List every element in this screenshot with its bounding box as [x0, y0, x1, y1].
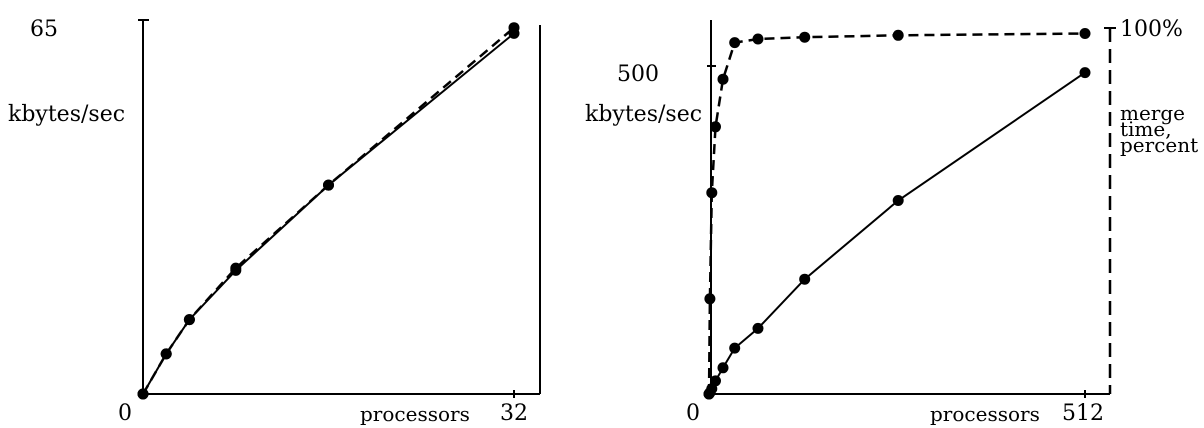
series-1-point-6 — [752, 33, 764, 45]
series-0-point-3 — [710, 375, 721, 387]
series-0-line — [708, 71, 1086, 395]
series-1-point-3 — [230, 262, 242, 274]
y-tick-label-500: 500 — [617, 62, 659, 87]
x-tick-label-max: 512 — [1062, 401, 1104, 426]
series-1-point-9 — [1079, 28, 1091, 39]
series-1-point-0 — [703, 388, 715, 400]
x-axis-label: processors — [360, 402, 470, 426]
series-1-point-4 — [717, 73, 729, 85]
series-0-point-6 — [752, 322, 764, 334]
y-axis-label: kbytes/sec — [8, 102, 125, 127]
series-0-point-7 — [799, 273, 811, 285]
series-1-point-0 — [137, 388, 149, 400]
series-0-point-8 — [892, 195, 904, 206]
series-1-line — [707, 32, 1086, 395]
series-1-point-2 — [183, 314, 195, 326]
throughput-chart: 65 kbytes/sec 0 processors 32 — [8, 17, 541, 426]
y-tick-label-max: 65 — [30, 17, 58, 42]
series-1-point-5 — [729, 37, 741, 49]
x-tick-label-min: 0 — [686, 401, 700, 426]
series-0-point-4 — [717, 362, 729, 374]
y2-tick-label-max: 100% — [1120, 17, 1183, 42]
series-0-point-9 — [1079, 67, 1091, 79]
series-layer — [703, 28, 1091, 400]
x-axis-label: processors — [930, 402, 1040, 426]
series-1-point-4 — [323, 179, 334, 191]
y-axis-label: kbytes/sec — [585, 102, 702, 127]
series-1-point-5 — [508, 22, 520, 34]
series-1-point-2 — [706, 187, 718, 199]
x-tick-label-min: 0 — [118, 401, 132, 426]
series-layer — [137, 22, 520, 400]
series-1-line — [141, 26, 515, 395]
scaling-chart: 500 kbytes/sec 100% merge time, percent 0 … — [585, 17, 1198, 426]
series-1-point-7 — [799, 31, 811, 43]
x-tick-label-max: 32 — [500, 401, 528, 426]
series-1-point-8 — [892, 29, 904, 41]
series-1-point-3 — [710, 121, 721, 133]
series-0-point-5 — [729, 342, 741, 354]
y2-axis-label: merge time, percent — [1120, 101, 1198, 157]
series-1-point-1 — [160, 348, 172, 360]
series-1-point-1 — [704, 293, 716, 305]
series-0-line — [142, 32, 515, 395]
